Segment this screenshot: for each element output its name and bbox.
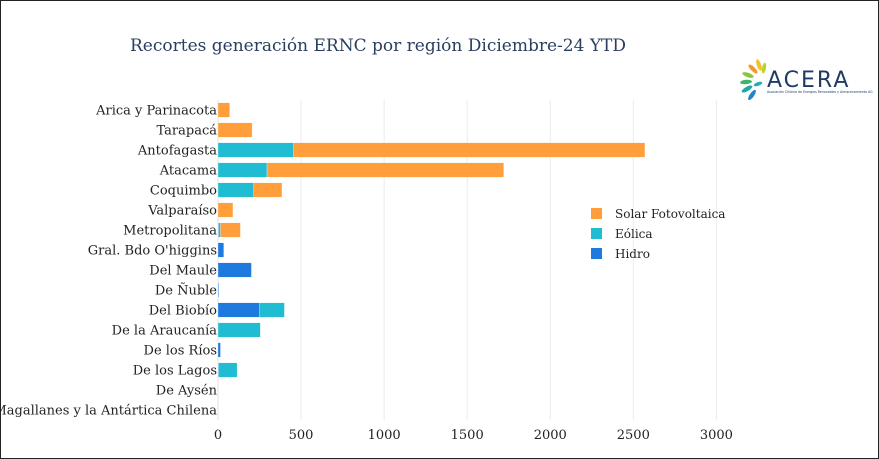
bar-eólica[interactable] [217, 162, 268, 178]
x-tick-label: 3000 [700, 428, 733, 443]
x-tick-label: 0 [214, 428, 222, 443]
logo-subtitle: Asociación Chilena de Energías Renovable… [767, 90, 873, 94]
x-tick-label: 500 [289, 428, 314, 443]
legend-item[interactable]: Eólica [591, 227, 653, 241]
bar-hidro[interactable] [217, 262, 252, 278]
x-tick-label: 2500 [617, 428, 650, 443]
legend-label: Hidro [615, 247, 650, 261]
y-tick-label: De Ñuble [155, 283, 217, 299]
bar-hidro[interactable] [217, 342, 221, 358]
y-tick-label: Atacama [159, 164, 217, 179]
bar-solar-fotovoltaica[interactable] [217, 122, 253, 138]
bar-eólica[interactable] [217, 142, 294, 158]
logo-text: ACERA [767, 68, 850, 93]
bar-solar-fotovoltaica[interactable] [266, 162, 504, 178]
bar-eólica[interactable] [217, 182, 254, 198]
y-tick-label: Valparaíso [147, 204, 217, 219]
y-tick-label: Del Biobío [149, 304, 217, 319]
bar-hidro[interactable] [217, 282, 219, 298]
chart-title: Recortes generación ERNC por región Dici… [130, 36, 626, 56]
bar-solar-fotovoltaica[interactable] [217, 202, 234, 218]
y-tick-label: De la Araucanía [112, 324, 218, 339]
bar-solar-fotovoltaica[interactable] [253, 182, 283, 198]
bar-solar-fotovoltaica[interactable] [251, 262, 253, 278]
legend-label: Solar Fotovoltaica [615, 207, 725, 221]
x-axis-labels: 0 500 1000 1500 2000 2500 3000 [214, 428, 733, 443]
x-tick-label: 2000 [534, 428, 567, 443]
y-tick-label: Antofagasta [137, 144, 217, 159]
legend-label: Eólica [615, 227, 653, 241]
y-tick-label: Tarapacá [157, 124, 218, 139]
y-tick-label: Coquimbo [150, 184, 217, 199]
legend-swatch [591, 228, 602, 239]
y-axis-labels: Arica y Parinacota Tarapacá Antofagasta Ata… [1, 104, 218, 419]
bar-solar-fotovoltaica[interactable] [293, 142, 646, 158]
legend-item[interactable]: Hidro [591, 247, 650, 261]
acera-logo: ACERA Asociación Chilena de Energías Ren… [740, 59, 873, 101]
legend-swatch [591, 208, 602, 219]
y-tick-label: Del Maule [149, 264, 217, 279]
y-tick-label: Magallanes y la Antártica Chilena [1, 404, 217, 419]
bars [217, 102, 646, 378]
legend-item[interactable]: Solar Fotovoltaica [591, 207, 725, 221]
y-tick-label: De Aysén [156, 384, 218, 399]
bar-hidro[interactable] [217, 302, 260, 318]
legend-swatch [591, 248, 602, 259]
x-tick-label: 1000 [368, 428, 401, 443]
bar-eólica[interactable] [218, 362, 238, 378]
bar-solar-fotovoltaica[interactable] [217, 102, 230, 118]
bar-hidro[interactable] [217, 242, 224, 258]
legend[interactable]: Solar Fotovoltaica Eólica Hidro [591, 207, 725, 261]
y-tick-label: Gral. Bdo O'higgins [88, 244, 217, 259]
bar-eólica[interactable] [217, 322, 261, 338]
bar-eólica[interactable] [259, 302, 285, 318]
y-tick-label: Arica y Parinacota [95, 104, 217, 119]
bar-eólica[interactable] [218, 222, 221, 238]
logo-leaves-icon [740, 59, 767, 101]
y-tick-label: De los Ríos [144, 344, 217, 359]
y-tick-label: De los Lagos [133, 364, 217, 379]
x-tick-label: 1500 [451, 428, 484, 443]
bar-solar-fotovoltaica[interactable] [220, 222, 241, 238]
y-tick-label: Metropolitana [123, 224, 217, 239]
